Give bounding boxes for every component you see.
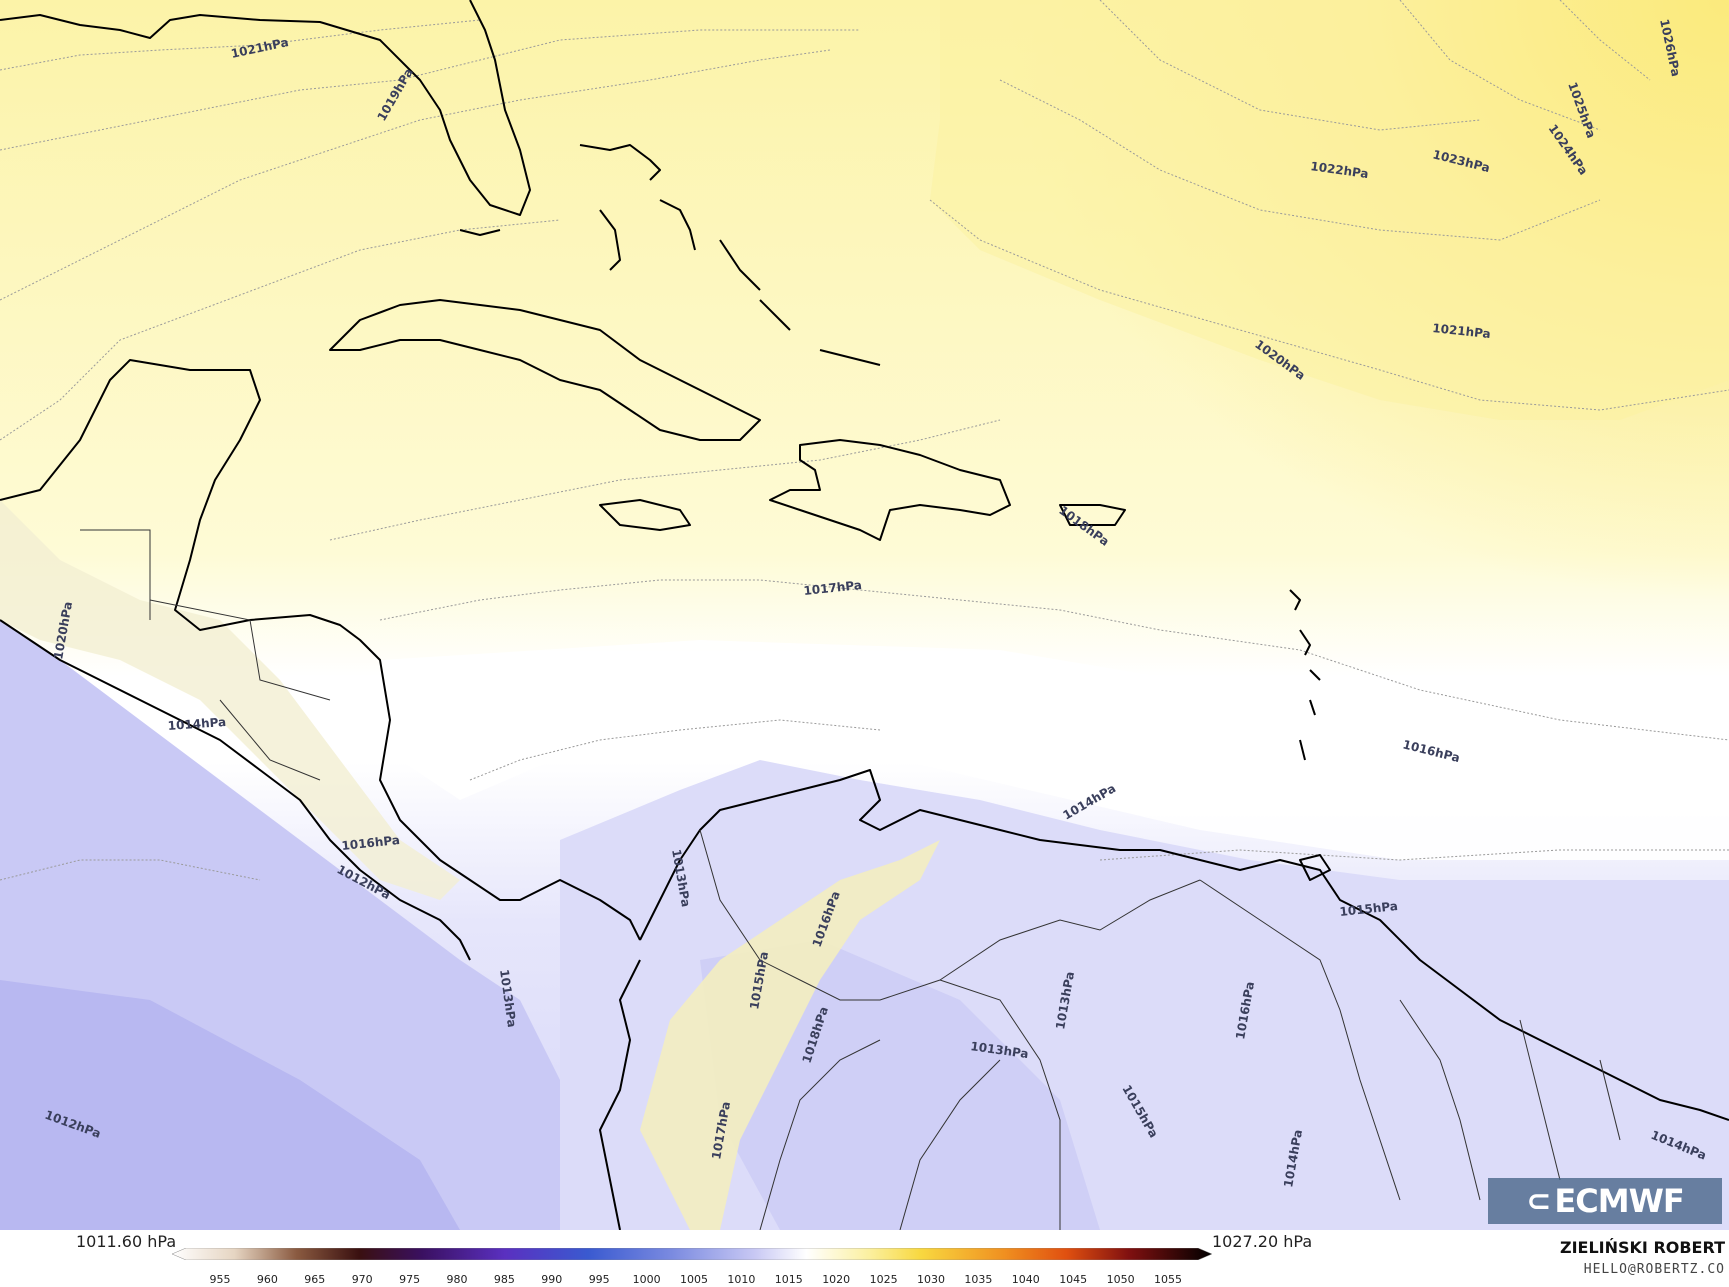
colorbar-tick-label: 955 [209, 1273, 231, 1286]
isobar-label: 1021hPa [1432, 321, 1492, 341]
legend-min-label: 1011.60 hPa [76, 1232, 177, 1251]
colorbar-tick-label: 970 [351, 1273, 373, 1286]
colorbar-tick-label: 1040 [1011, 1273, 1040, 1286]
colorbar-tick-label: 1035 [964, 1273, 993, 1286]
ecmwf-logo-text: ECMWF [1554, 1182, 1684, 1220]
neutral-band-white [380, 640, 1729, 860]
coastlines [0, 0, 1729, 1230]
country-borders [80, 529, 1621, 1230]
colorbar-tick-label: 960 [256, 1273, 278, 1286]
colorbar-tick-label: 1010 [727, 1273, 756, 1286]
colorbar-tick-label: 965 [304, 1273, 326, 1286]
author-name: ZIELIŃSKI ROBERT [1559, 1238, 1725, 1257]
colorbar-tick-label: 1050 [1106, 1273, 1135, 1286]
isobar-label: 1015hPa [1339, 899, 1399, 919]
colorbar-tick-label: 980 [446, 1273, 468, 1286]
colorbar-tick-label: 1020 [822, 1273, 851, 1286]
colorbar-tick-label: 990 [541, 1273, 563, 1286]
colorbar-tick-label: 1055 [1154, 1273, 1182, 1286]
andes-terrain [640, 840, 940, 1230]
author-email: HELLO@ROBERTZ.CO [1583, 1262, 1725, 1277]
pacific-low-pressure-deep [0, 980, 460, 1230]
isobar-label: 1016hPa [341, 833, 401, 853]
isobar-label: 1017hPa [803, 578, 863, 598]
ecmwf-logo: ⊂ ECMWF [1488, 1178, 1722, 1224]
colorbar-tick-label: 1015 [774, 1273, 803, 1286]
colorbar-ticks: 955 960 965 970 975 980 985 990 995 1000 1005 1010 1… [172, 1273, 1212, 1287]
central-america-terrain [0, 500, 460, 900]
pressure-map: 1021hPa 1019hPa 1022hPa 1023hPa 1024hPa … [0, 0, 1729, 1230]
colorbar-tick-label: 1000 [632, 1273, 661, 1286]
legend-max-label: 1027.20 hPa [1212, 1232, 1313, 1251]
colorbar-tick-label: 1030 [917, 1273, 945, 1286]
isobar-lines [0, 0, 1729, 881]
colorbar-tick-label: 995 [588, 1273, 610, 1286]
high-pressure-zone-yellow [930, 0, 1729, 420]
ecmwf-logo-icon: ⊂ [1526, 1183, 1551, 1219]
colorbar-tick-label: 985 [493, 1273, 515, 1286]
colorbar-tick-label: 1025 [869, 1273, 898, 1286]
colorbar-tick-label: 1045 [1059, 1273, 1088, 1286]
colorbar-tick-label: 975 [399, 1273, 421, 1286]
isobar-label: 1014hPa [167, 715, 226, 733]
colorbar-tick-label: 1005 [680, 1273, 708, 1286]
pressure-colorbar [172, 1248, 1212, 1260]
